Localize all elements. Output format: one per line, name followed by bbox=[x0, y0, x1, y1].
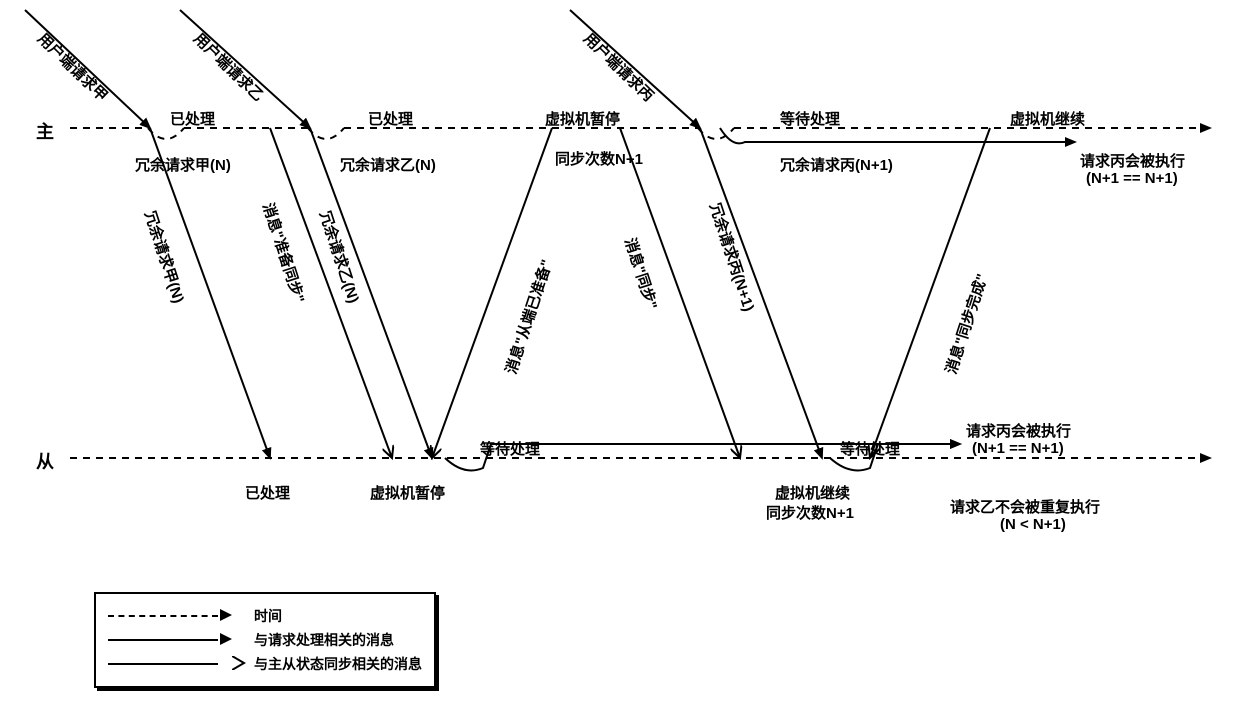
diagram-label: 冗余请求丙(N+1) bbox=[780, 154, 893, 175]
diagram-label: 同步次数N+1 bbox=[766, 502, 854, 523]
legend: 时间与请求处理相关的消息与主从状态同步相关的消息 bbox=[94, 592, 436, 688]
diagram-label: 请求乙不会被重复执行 bbox=[950, 496, 1100, 517]
diagram-label: 冗余请求甲(N) bbox=[135, 154, 231, 175]
diagram-label: 请求丙会被执行 bbox=[1080, 150, 1185, 171]
diagram-label: 等待处理 bbox=[480, 438, 540, 459]
diagram-label: 虚拟机暂停 bbox=[370, 482, 445, 503]
legend-label: 与主从状态同步相关的消息 bbox=[254, 654, 422, 674]
diagram-label: 同步次数N+1 bbox=[555, 148, 643, 169]
diagram-label: (N+1 == N+1) bbox=[1086, 170, 1178, 187]
lane-slave-label: 从 bbox=[36, 448, 54, 474]
diagram-label: (N < N+1) bbox=[1000, 516, 1066, 533]
legend-row: 时间 bbox=[108, 604, 422, 628]
diagram-label: 等待处理 bbox=[840, 438, 900, 459]
diagram-label: 等待处理 bbox=[780, 108, 840, 129]
diagram-label: (N+1 == N+1) bbox=[972, 440, 1064, 457]
legend-label: 时间 bbox=[254, 606, 282, 626]
legend-row: 与请求处理相关的消息 bbox=[108, 628, 422, 652]
diagram-label: 虚拟机继续 bbox=[1010, 108, 1085, 129]
diagram-label: 已处理 bbox=[170, 108, 215, 129]
diagram-label: 请求丙会被执行 bbox=[966, 420, 1071, 441]
lane-master-label: 主 bbox=[36, 118, 54, 144]
diagram-label: 已处理 bbox=[368, 108, 413, 129]
legend-row: 与主从状态同步相关的消息 bbox=[108, 652, 422, 676]
diagram-label: 冗余请求乙(N) bbox=[340, 154, 436, 175]
diagram-label: 虚拟机暂停 bbox=[545, 108, 620, 129]
diagram-label: 虚拟机继续 bbox=[775, 482, 850, 503]
legend-label: 与请求处理相关的消息 bbox=[254, 630, 394, 650]
diagram-label: 已处理 bbox=[245, 482, 290, 503]
